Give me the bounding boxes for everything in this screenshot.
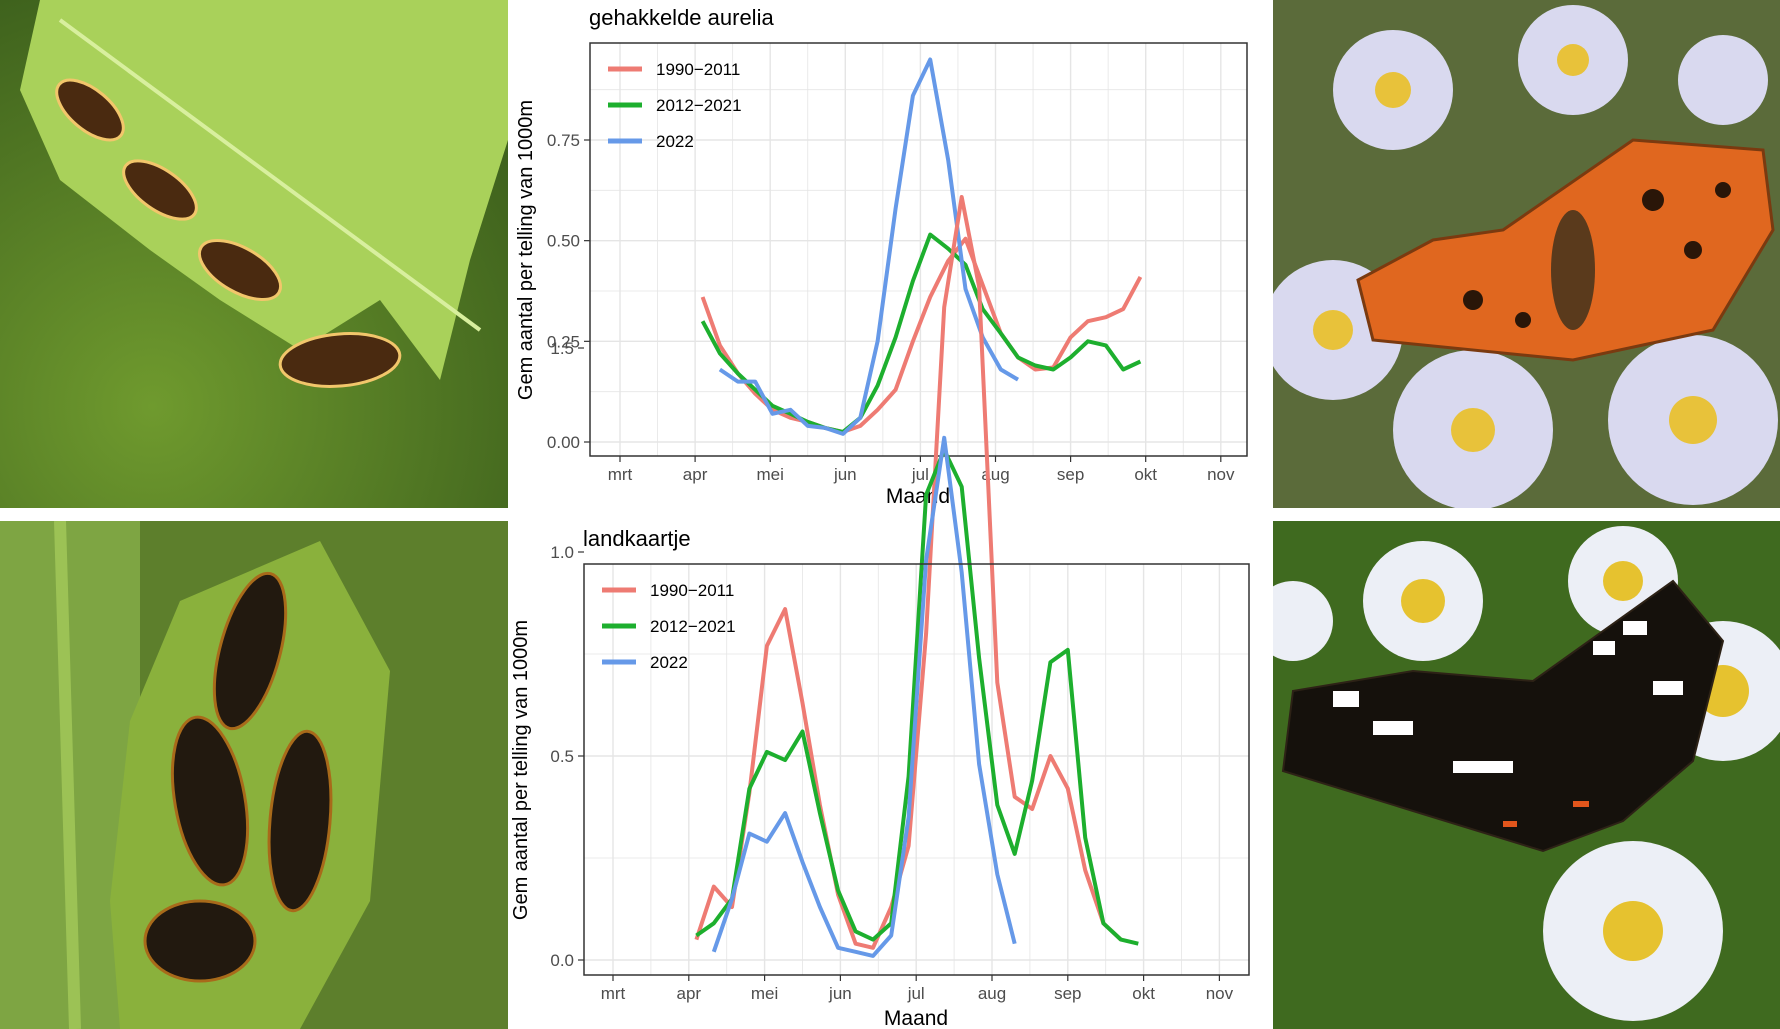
- chart-landkaartje: landkaartje 0.0 0.5 1.0 1.5 mrt apr mei jun jul…: [510, 195, 1250, 1029]
- legend-label: 1990−2011: [656, 60, 740, 79]
- legend-label: 2022: [650, 653, 688, 672]
- y-tick-label: 0.50: [547, 232, 580, 251]
- series-line-2022: [718, 57, 1020, 436]
- x-tick-label: jul: [907, 984, 925, 1003]
- x-axis-label: Maand: [886, 485, 950, 508]
- x-tick-label: mrt: [601, 984, 626, 1003]
- y-tick-label: 0.5: [550, 747, 574, 766]
- x-tick-label: sep: [1054, 984, 1081, 1003]
- legend-label: 1990−2011: [650, 581, 734, 600]
- x-tick-label: apr: [677, 984, 702, 1003]
- photo-butterfly-bottom: [1273, 521, 1780, 1029]
- x-tick-label: aug: [978, 984, 1006, 1003]
- x-tick-label: okt: [1134, 465, 1157, 484]
- y-axis-label: Gem aantal per telling van 1000m: [510, 620, 532, 920]
- x-tick-label: mei: [756, 465, 783, 484]
- photo-caterpillars-top: [0, 0, 508, 508]
- y-tick-label: 0.00: [547, 433, 580, 452]
- y-axis-label: Gem aantal per telling van 1000m: [515, 100, 537, 400]
- legend-label: 2012−2021: [650, 617, 736, 636]
- series-line-2022: [711, 435, 1017, 958]
- x-tick-label: jul: [911, 465, 929, 484]
- x-tick-label: jun: [828, 984, 852, 1003]
- x-tick-label: apr: [683, 465, 708, 484]
- x-tick-label: sep: [1057, 465, 1084, 484]
- photo-butterfly-top: [1273, 0, 1780, 508]
- y-tick-label: 0.75: [547, 131, 580, 150]
- y-tick-label: 1.5: [550, 339, 574, 358]
- y-tick-label: 0.0: [550, 951, 574, 970]
- legend-label: 2012−2021: [656, 96, 742, 115]
- x-tick-label: mrt: [608, 465, 633, 484]
- photo-caterpillars-bottom: [0, 521, 508, 1029]
- series-line-2012-2021: [695, 448, 1139, 946]
- x-tick-label: okt: [1132, 984, 1155, 1003]
- legend-label: 2022: [656, 132, 694, 151]
- chart-gehakkelde-aurelia: gehakkelde aurelia 0.00 0.25 0.50 0.75 mrt a…: [515, 5, 1248, 508]
- x-tick-label: nov: [1206, 984, 1234, 1003]
- x-tick-label: jun: [833, 465, 857, 484]
- chart-title: gehakkelde aurelia: [589, 5, 774, 30]
- x-tick-label: nov: [1207, 465, 1235, 484]
- series-line-1990-2011: [694, 195, 1123, 950]
- y-tick-label: 1.0: [550, 543, 574, 562]
- x-tick-label: mei: [751, 984, 778, 1003]
- panel-border: [589, 42, 1248, 457]
- chart-title: landkaartje: [583, 526, 691, 551]
- series-line-2012-2021: [700, 232, 1142, 434]
- x-axis-label: Maand: [884, 1007, 948, 1029]
- y-tick-label: 0.25: [547, 332, 580, 351]
